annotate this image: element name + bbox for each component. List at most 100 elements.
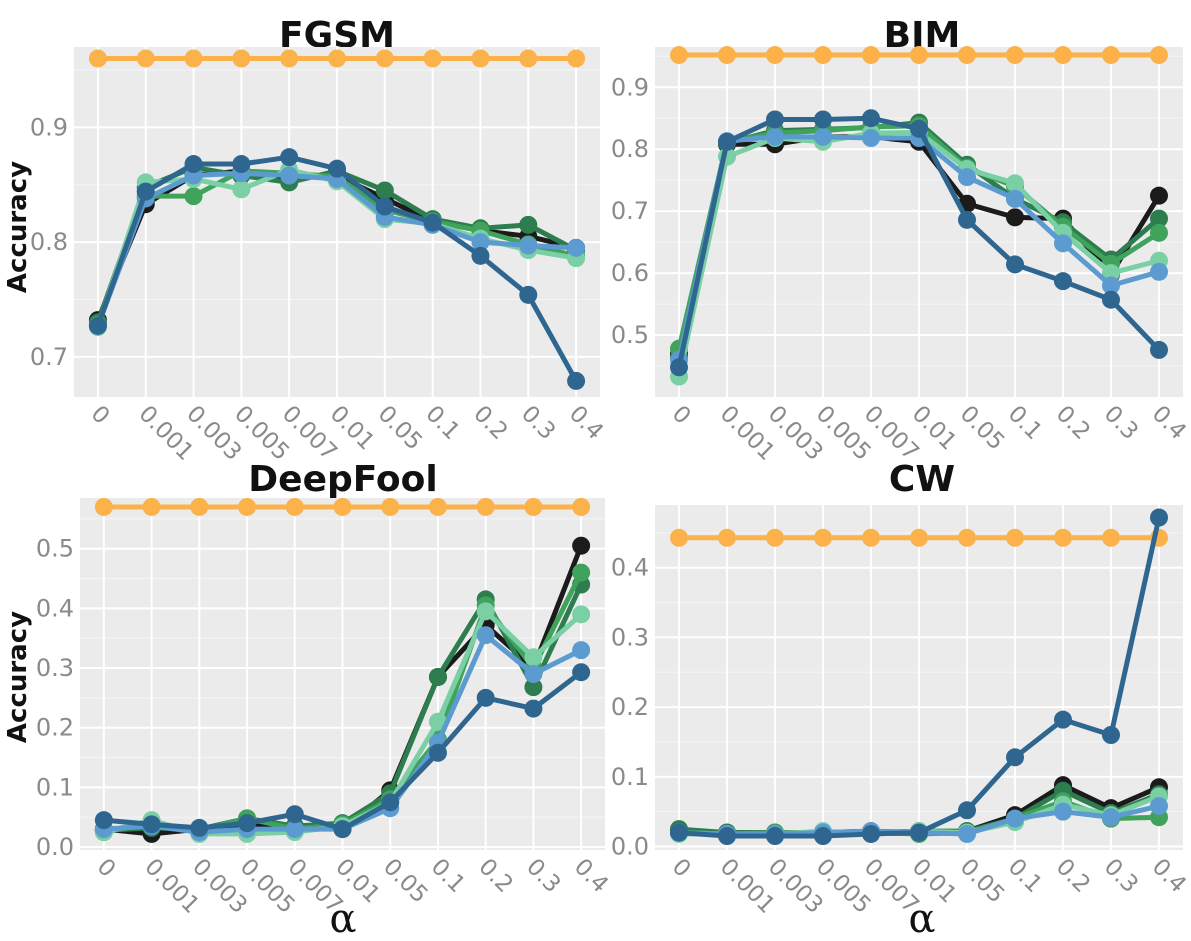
data-point <box>476 497 495 516</box>
data-point <box>567 49 586 68</box>
data-point <box>1006 174 1024 193</box>
data-point <box>333 497 352 516</box>
data-point <box>814 827 832 846</box>
data-point <box>524 699 543 718</box>
data-point <box>375 197 394 216</box>
data-point <box>572 663 591 682</box>
data-point <box>572 605 591 624</box>
data-point <box>1006 528 1024 547</box>
data-point <box>862 129 880 148</box>
data-point <box>718 46 736 65</box>
data-point <box>184 187 203 206</box>
series-series-dark-blue <box>670 508 1168 846</box>
x-tick-label: 0.3 <box>1099 401 1143 445</box>
data-point <box>1150 797 1168 816</box>
data-point <box>524 648 543 667</box>
y-tick-label: 0.5 <box>36 535 74 563</box>
panel-deepfool: DeepFool Accuracy α 0.00.10.20.30.40.50 0… <box>3 459 613 941</box>
data-point <box>766 827 784 846</box>
data-point <box>280 49 299 68</box>
data-point <box>184 155 203 174</box>
y-tick-label: 0.5 <box>611 321 649 349</box>
data-point <box>136 49 155 68</box>
data-point <box>910 119 928 138</box>
plot-area: 0.00.10.20.30.40.50 0.0010.0030.0050.0070… <box>36 497 613 919</box>
data-point <box>1006 255 1024 274</box>
data-point <box>136 182 155 201</box>
data-point <box>1054 528 1072 547</box>
data-point <box>88 49 107 68</box>
data-point <box>280 148 299 167</box>
x-tick-label: 0.1 <box>426 854 470 898</box>
data-point <box>375 181 394 200</box>
data-point <box>519 215 538 234</box>
series-series-dark-blue <box>88 148 586 390</box>
x-tick-label: 0.1 <box>1003 401 1047 445</box>
data-point <box>94 497 113 516</box>
x-tick-label: 0.3 <box>516 401 560 445</box>
y-tick-label: 0.2 <box>611 693 649 721</box>
data-point <box>1102 46 1120 65</box>
x-tick-label: 0.2 <box>1051 854 1095 898</box>
data-point <box>519 49 538 68</box>
data-point <box>381 497 400 516</box>
data-point <box>428 712 447 731</box>
data-point <box>238 814 257 833</box>
data-point <box>1054 802 1072 821</box>
data-point <box>1102 264 1120 283</box>
data-point <box>285 805 304 824</box>
x-tick-label: 0.05 <box>373 401 428 456</box>
data-point <box>1006 189 1024 208</box>
data-point <box>142 497 161 516</box>
panel-bim: BIM 0.50.60.70.80.90 0.0010.0030.0050.007… <box>611 15 1191 466</box>
panel-title: DeepFool <box>248 459 437 500</box>
data-point <box>1150 209 1168 228</box>
data-point <box>958 528 976 547</box>
data-point <box>1054 234 1072 253</box>
x-tick-label: 0.4 <box>569 854 613 898</box>
data-point <box>94 811 113 830</box>
data-point <box>1150 262 1168 281</box>
y-tick-label: 0.4 <box>36 594 74 622</box>
y-tick-label: 0.3 <box>611 623 649 651</box>
x-tick-label: 0.005 <box>811 854 876 919</box>
series-baseline <box>94 497 591 516</box>
data-point <box>524 665 543 683</box>
data-point <box>958 801 976 820</box>
data-point <box>766 528 784 547</box>
data-point <box>328 49 346 68</box>
data-point <box>910 46 928 65</box>
data-point <box>814 528 832 547</box>
x-tick-label: 0.4 <box>1147 401 1191 445</box>
panel-title: CW <box>889 459 955 500</box>
y-tick-label: 0.1 <box>611 763 649 791</box>
data-point <box>328 159 346 178</box>
data-point <box>423 49 442 68</box>
data-point <box>333 820 352 839</box>
y-tick-label: 0.3 <box>36 654 74 682</box>
data-point <box>862 46 880 65</box>
series-baseline <box>670 46 1168 65</box>
data-point <box>766 46 784 65</box>
data-point <box>471 233 490 252</box>
data-point <box>471 49 490 68</box>
x-tick-label: 0.007 <box>859 854 924 919</box>
data-point <box>88 316 107 335</box>
data-point <box>572 563 591 582</box>
panel-fgsm: FGSM Accuracy 0.70.80.90 0.0010.0030.0050… <box>3 15 608 466</box>
x-tick-label: 0.001 <box>715 854 780 919</box>
data-point <box>910 528 928 547</box>
x-tick-label: 0 <box>667 401 696 430</box>
data-point <box>190 818 209 837</box>
data-point <box>958 168 976 187</box>
data-point <box>670 528 688 547</box>
data-point <box>1006 748 1024 767</box>
x-tick-label: 0.003 <box>763 854 828 919</box>
series-baseline <box>88 49 586 68</box>
data-point <box>428 667 447 686</box>
data-point <box>766 127 784 146</box>
data-point <box>814 127 832 146</box>
data-point <box>862 824 880 843</box>
data-point <box>1150 340 1168 359</box>
x-tick-label: 0.003 <box>763 401 828 466</box>
